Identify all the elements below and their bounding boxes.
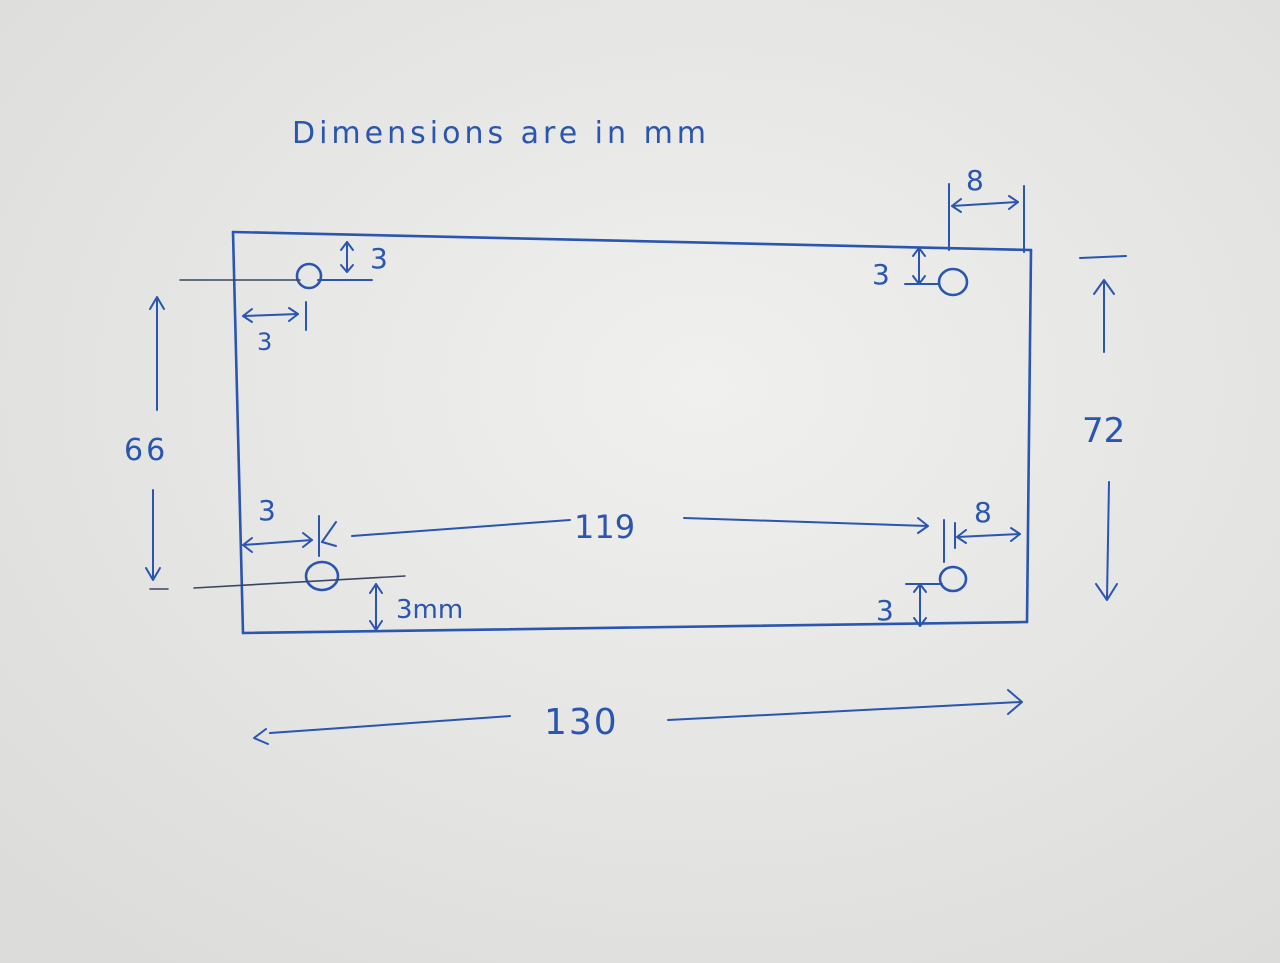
dim-vertical-66 [145, 296, 165, 581]
dim-horizontal-119 [321, 517, 945, 563]
dim-top-left-top-label: 3 [370, 242, 388, 275]
hole-centre-lines [149, 279, 406, 590]
dim-top-right-top [904, 247, 939, 285]
plate-outline [231, 230, 1033, 635]
hole-bottom-left [304, 560, 340, 592]
dim-top-right-right-label: 8 [966, 164, 984, 197]
dim-bottom-right-bottom-label: 3 [876, 594, 894, 627]
hole-top-left [295, 262, 323, 290]
dim-horizontal-119-label: 119 [574, 508, 635, 546]
hole-top-right [937, 267, 969, 297]
dim-bottom-left-bottom-label: 3mm [396, 595, 463, 625]
dim-bottom-right-bottom [905, 583, 943, 627]
dim-vertical-66-label: 66 [124, 433, 168, 468]
dim-bottom-left-left-label: 3 [258, 494, 276, 527]
units-note: Dimensions are in mm [292, 116, 710, 151]
mounting-holes [295, 262, 969, 593]
dim-top-right-top-label: 3 [872, 258, 890, 291]
dim-bottom-right-right [954, 522, 1021, 549]
dim-top-left-left-label: 3 [257, 328, 272, 356]
dim-bottom-right-right-label: 8 [974, 496, 992, 529]
dim-top-left-top [317, 241, 373, 281]
dim-top-left-left [242, 301, 307, 331]
dim-vertical-72-label: 72 [1082, 411, 1125, 451]
dim-horizontal-130 [253, 689, 1023, 745]
dim-bottom-left-left [240, 515, 320, 557]
dim-horizontal-130-label: 130 [544, 702, 619, 743]
dim-bottom-left-bottom [369, 583, 383, 631]
dim-top-right-right [948, 183, 1025, 253]
hole-bottom-right [938, 565, 968, 593]
dim-vertical-72 [1079, 255, 1127, 601]
